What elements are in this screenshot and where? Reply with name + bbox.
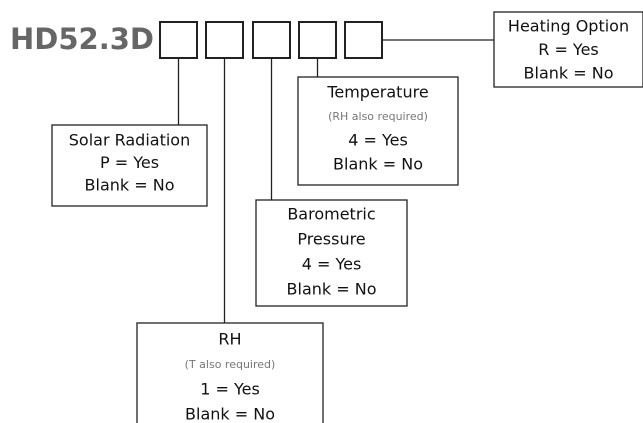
option-line: Blank = No [524, 64, 614, 83]
option-box [136, 322, 324, 423]
option-line: 1 = Yes [200, 380, 260, 399]
option-title: Temperature [326, 83, 428, 102]
option-title: Solar Radiation [69, 131, 190, 150]
option-title: RH [218, 330, 241, 349]
option-title: Barometric [287, 205, 375, 224]
code-slot [159, 21, 198, 59]
option-line: 4 = Yes [302, 255, 362, 274]
option-box [493, 11, 643, 88]
code-slot [298, 21, 337, 59]
option-line: P = Yes [100, 153, 159, 172]
option-line: R = Yes [538, 40, 599, 59]
option-line: 4 = Yes [348, 131, 408, 150]
option-note: (T also required) [185, 358, 276, 371]
option-title: Pressure [297, 230, 365, 249]
option-box [51, 124, 208, 207]
option-note: (RH also required) [328, 110, 428, 123]
option-line: Blank = No [85, 176, 175, 195]
option-line: Blank = No [287, 280, 377, 299]
code-slot [344, 21, 383, 59]
option-box [297, 76, 459, 186]
code-slot [205, 21, 244, 59]
option-title: Heating Option [508, 17, 629, 36]
option-box [255, 199, 408, 307]
option-line: Blank = No [185, 405, 275, 423]
option-line: Blank = No [333, 155, 423, 174]
model-code: HD52.3D [10, 22, 154, 56]
code-slot [252, 21, 291, 59]
